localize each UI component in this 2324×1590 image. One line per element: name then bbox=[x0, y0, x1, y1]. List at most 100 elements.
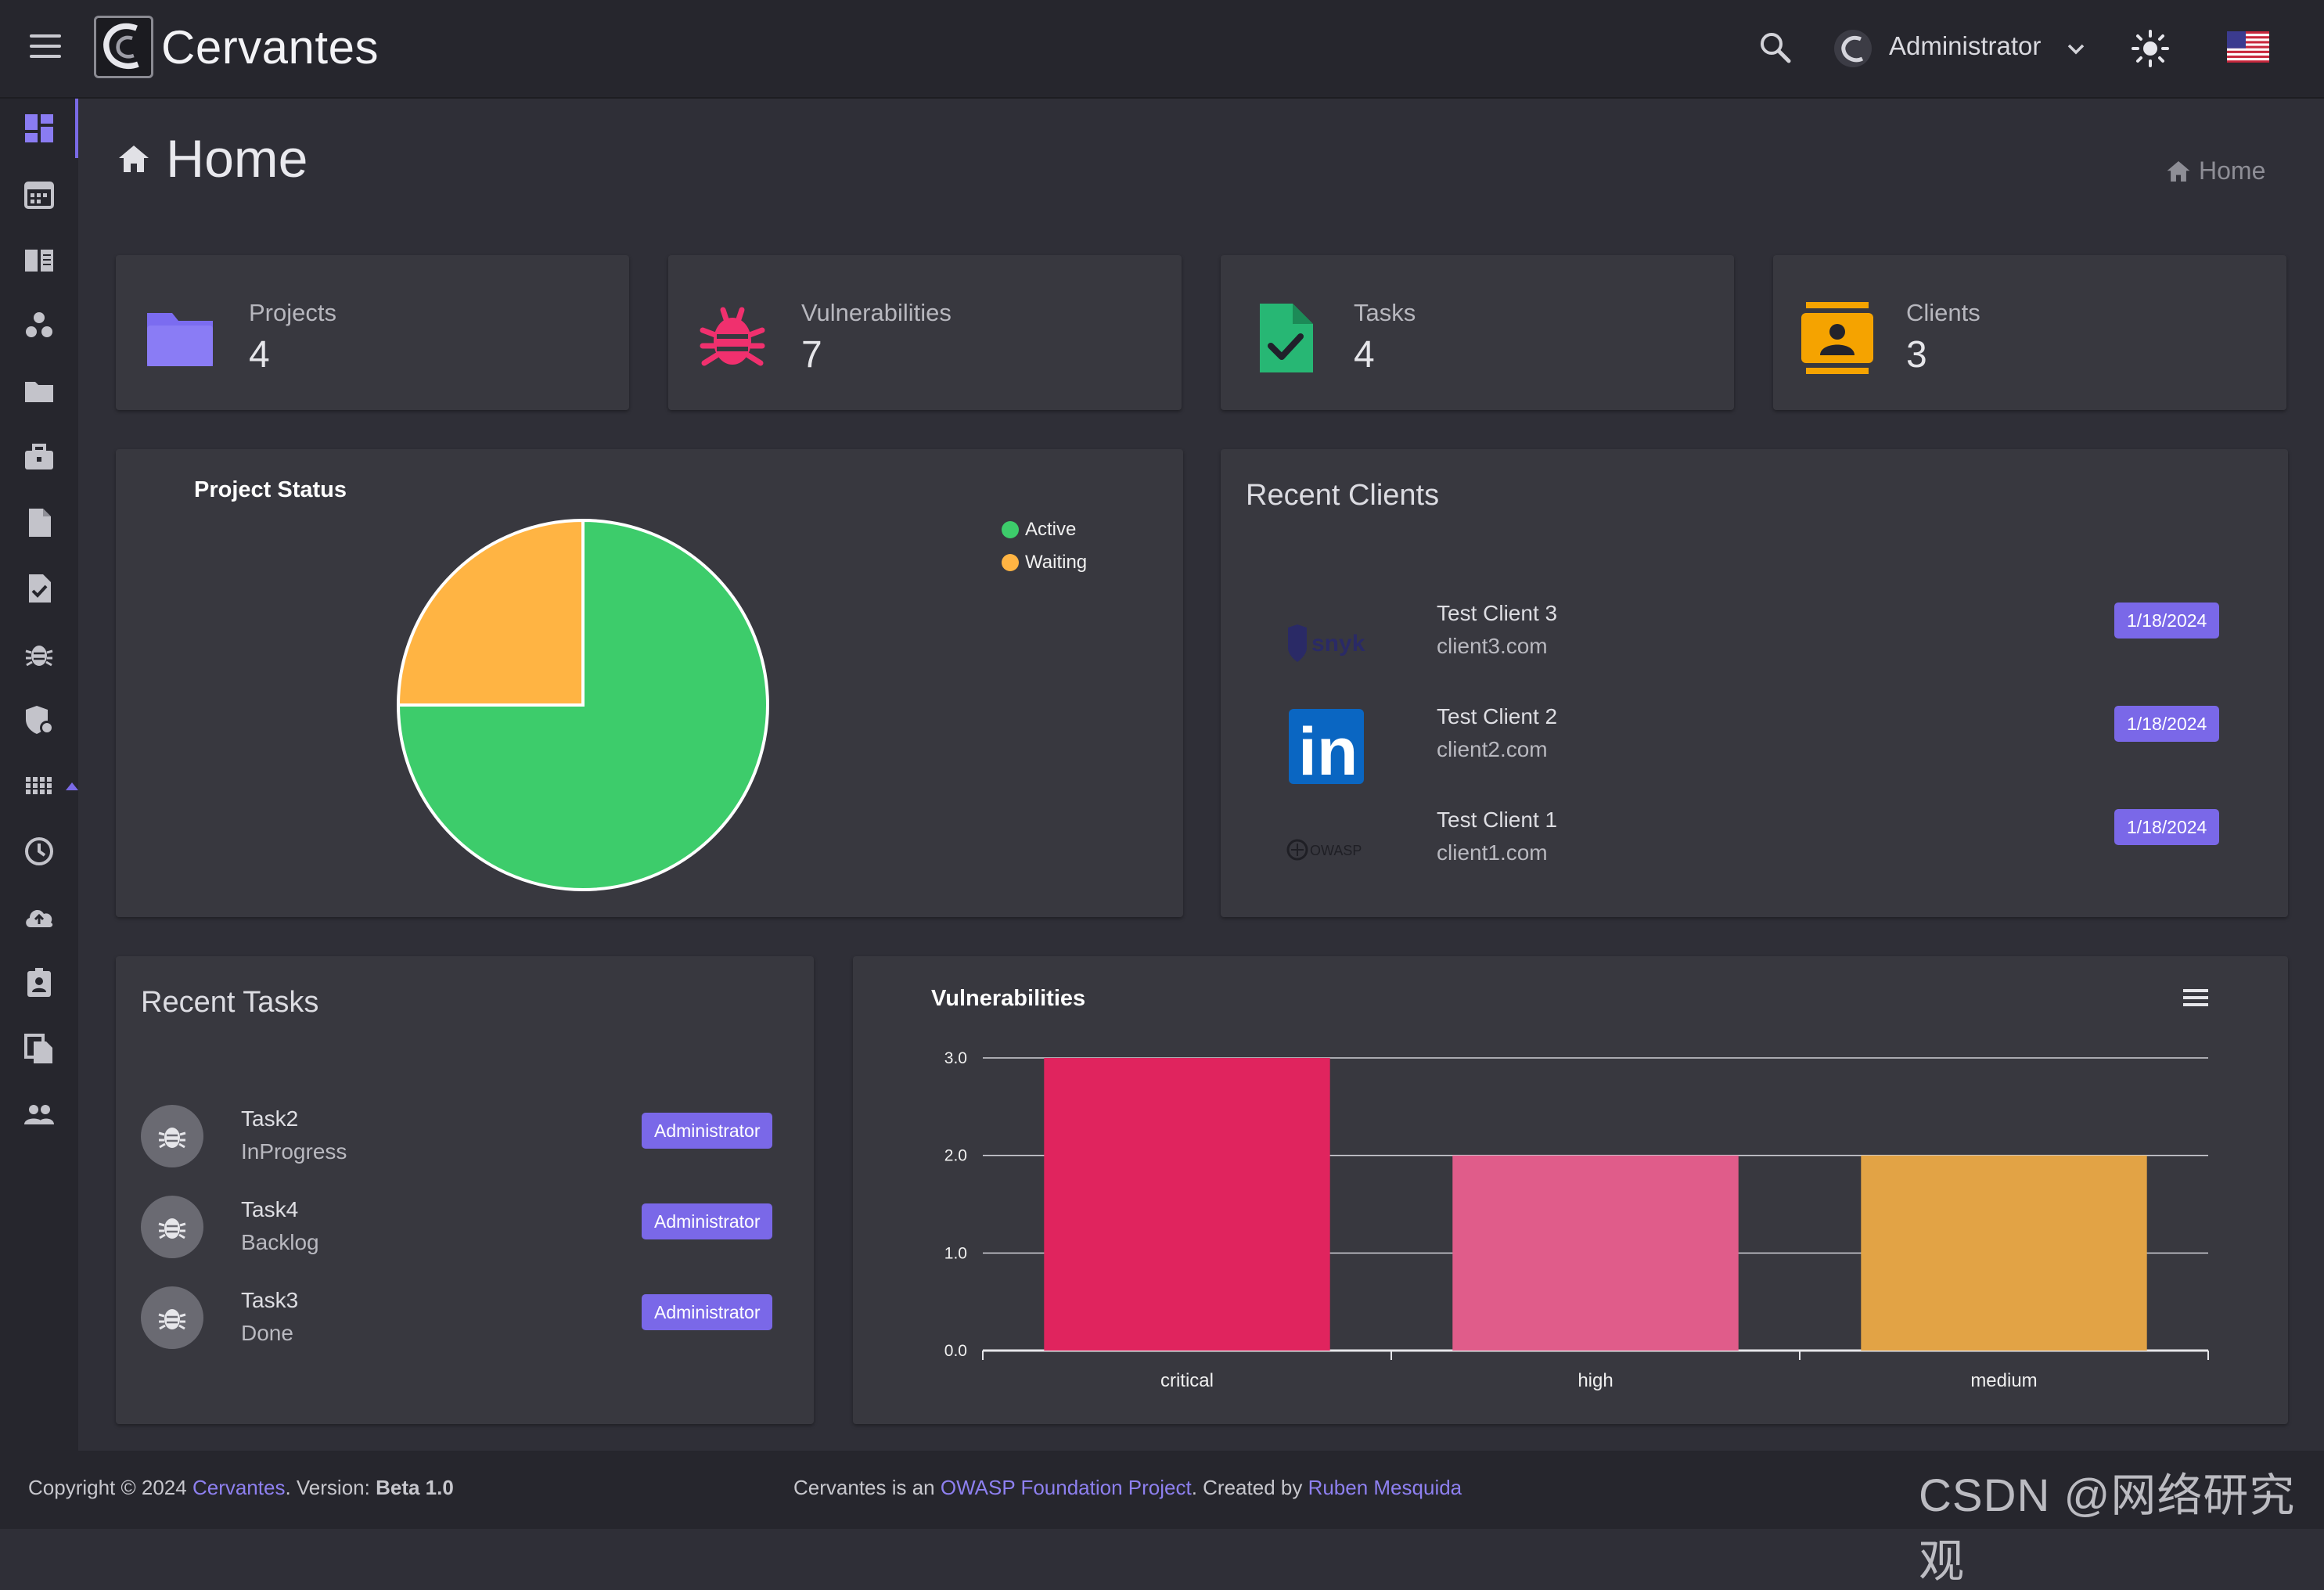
task-bug-icon bbox=[141, 1286, 203, 1349]
pie-legend: Active Waiting bbox=[1002, 513, 1087, 579]
author-link[interactable]: Ruben Mesquida bbox=[1308, 1476, 1462, 1499]
task-name[interactable]: Task3 bbox=[241, 1288, 299, 1312]
sidebar-nav bbox=[0, 99, 78, 1451]
client-name[interactable]: Test Client 2 bbox=[1437, 704, 1558, 728]
assignee-badge: Administrator bbox=[642, 1113, 773, 1149]
task-row[interactable]: Task3 Done Administrator bbox=[141, 1283, 782, 1354]
collapse-caret-icon[interactable] bbox=[66, 782, 78, 790]
legend-item-active[interactable]: Active bbox=[1002, 513, 1087, 546]
document-icon[interactable] bbox=[0, 493, 78, 552]
task-row[interactable]: Task2 InProgress Administrator bbox=[141, 1102, 782, 1172]
calendar-icon[interactable] bbox=[0, 164, 78, 224]
recent-tasks-title: Recent Tasks bbox=[141, 986, 319, 1019]
file-check-icon[interactable] bbox=[0, 559, 78, 618]
chart-menu-icon[interactable] bbox=[2183, 986, 2211, 1009]
task-name[interactable]: Task4 bbox=[241, 1197, 299, 1221]
task-bug-icon bbox=[141, 1105, 203, 1167]
snyk-logo: snyk bbox=[1283, 604, 1369, 682]
project-status-title: Project Status bbox=[194, 477, 347, 502]
shield-lock-icon[interactable] bbox=[0, 690, 78, 750]
owasp-link[interactable]: OWASP Foundation Project bbox=[940, 1476, 1192, 1499]
user-menu-name[interactable]: Administrator bbox=[1889, 31, 2042, 60]
stat-label: Vulnerabilities bbox=[801, 299, 952, 326]
recent-clients-card bbox=[1221, 449, 2288, 917]
stat-value: 3 bbox=[1906, 334, 1927, 376]
contact-card-icon bbox=[1801, 302, 1873, 374]
user-avatar[interactable] bbox=[1834, 30, 1872, 67]
brand-link[interactable]: Cervantes bbox=[192, 1476, 286, 1499]
y-tick-label: 2.0 bbox=[944, 1147, 967, 1165]
footer: Copyright © 2024 Cervantes. Version: Bet… bbox=[0, 1451, 2324, 1529]
recent-clients-title: Recent Clients bbox=[1246, 479, 1440, 512]
y-tick-label: 3.0 bbox=[944, 1049, 967, 1067]
client-row[interactable]: OWASP Test Client 1 client1.com 1/18/202… bbox=[1221, 803, 2238, 897]
book-icon[interactable] bbox=[0, 230, 78, 290]
briefcase-icon[interactable] bbox=[0, 427, 78, 487]
brand-logo[interactable] bbox=[94, 16, 153, 78]
contact-badge-icon[interactable] bbox=[0, 953, 78, 1013]
y-tick-label: 1.0 bbox=[944, 1244, 967, 1262]
owasp-logo: OWASP bbox=[1283, 811, 1369, 889]
bar-critical[interactable] bbox=[1044, 1058, 1330, 1351]
task-row[interactable]: Task4 Backlog Administrator bbox=[141, 1192, 782, 1263]
file-check-icon bbox=[1249, 302, 1321, 374]
vulnerabilities-bar-chart: 0.0 1.0 2.0 3.0 critical high medium bbox=[944, 1049, 2209, 1391]
client-domain: client3.com bbox=[1437, 634, 1548, 658]
brand-name[interactable]: Cervantes bbox=[161, 21, 379, 74]
client-domain: client1.com bbox=[1437, 840, 1548, 865]
recent-tasks-card bbox=[116, 956, 814, 1424]
stat-card-vulnerabilities[interactable]: Vulnerabilities 7 bbox=[668, 255, 1182, 410]
pie-slice-waiting[interactable] bbox=[396, 518, 585, 707]
owasp-prefix: Cervantes is an bbox=[793, 1476, 941, 1499]
breadcrumb-home-link[interactable]: Home bbox=[2199, 156, 2266, 185]
breadcrumb-home-icon bbox=[2167, 160, 2190, 182]
legend-item-waiting[interactable]: Waiting bbox=[1002, 546, 1087, 579]
search-icon[interactable] bbox=[1757, 30, 1792, 64]
footer-credits: Cervantes is an OWASP Foundation Project… bbox=[793, 1476, 1462, 1500]
chevron-down-icon[interactable] bbox=[2064, 38, 2088, 61]
legend-dot-active bbox=[1002, 521, 1019, 538]
snyk-logo-text: snyk bbox=[1311, 631, 1365, 657]
folder-icon bbox=[144, 302, 216, 374]
cloud-upload-icon[interactable] bbox=[0, 887, 78, 947]
stat-value: 4 bbox=[1354, 334, 1375, 376]
stat-label: Clients bbox=[1906, 299, 1980, 326]
task-name[interactable]: Task2 bbox=[241, 1106, 299, 1131]
x-tick-label: high bbox=[1578, 1370, 1613, 1391]
stat-card-projects[interactable]: Projects 4 bbox=[116, 255, 629, 410]
legend-label: Active bbox=[1025, 519, 1077, 540]
apps-grid-icon[interactable] bbox=[0, 756, 78, 815]
bar-high[interactable] bbox=[1452, 1155, 1739, 1351]
stat-card-clients[interactable]: Clients 3 bbox=[1773, 255, 2286, 410]
top-app-bar: Cervantes Administrator bbox=[0, 0, 2324, 99]
stat-card-tasks[interactable]: Tasks 4 bbox=[1221, 255, 1734, 410]
dashboard-icon[interactable] bbox=[0, 99, 78, 158]
legend-label: Waiting bbox=[1025, 552, 1088, 573]
date-badge: 1/18/2024 bbox=[2114, 706, 2220, 742]
created-prefix: . Created by bbox=[1191, 1476, 1308, 1499]
task-status: InProgress bbox=[241, 1139, 347, 1164]
copyright-text: Copyright © 2024 bbox=[28, 1476, 192, 1499]
menu-icon[interactable] bbox=[30, 34, 61, 61]
stat-value: 7 bbox=[801, 334, 822, 376]
client-row[interactable]: snyk Test Client 3 client3.com 1/18/2024 bbox=[1221, 596, 2238, 690]
bubbles-icon[interactable] bbox=[0, 296, 78, 355]
legend-dot-waiting bbox=[1002, 554, 1019, 571]
breadcrumb[interactable]: Home bbox=[2166, 156, 2265, 185]
project-status-pie bbox=[396, 518, 769, 891]
bug-icon[interactable] bbox=[0, 624, 78, 684]
client-row[interactable]: in Test Client 2 client2.com 1/18/2024 bbox=[1221, 700, 2238, 793]
folder-icon[interactable] bbox=[0, 362, 78, 421]
clock-icon[interactable] bbox=[0, 822, 78, 881]
sun-icon[interactable] bbox=[2130, 28, 2171, 69]
client-name[interactable]: Test Client 3 bbox=[1437, 601, 1558, 625]
task-status: Backlog bbox=[241, 1230, 319, 1254]
users-icon[interactable] bbox=[0, 1085, 78, 1144]
us-flag-icon[interactable] bbox=[2227, 31, 2269, 63]
version-prefix: . Version: bbox=[285, 1476, 376, 1499]
date-badge: 1/18/2024 bbox=[2114, 809, 2220, 845]
copy-files-icon[interactable] bbox=[0, 1019, 78, 1078]
bar-medium[interactable] bbox=[1861, 1155, 2147, 1351]
client-name[interactable]: Test Client 1 bbox=[1437, 808, 1558, 832]
stat-label: Tasks bbox=[1354, 299, 1416, 326]
